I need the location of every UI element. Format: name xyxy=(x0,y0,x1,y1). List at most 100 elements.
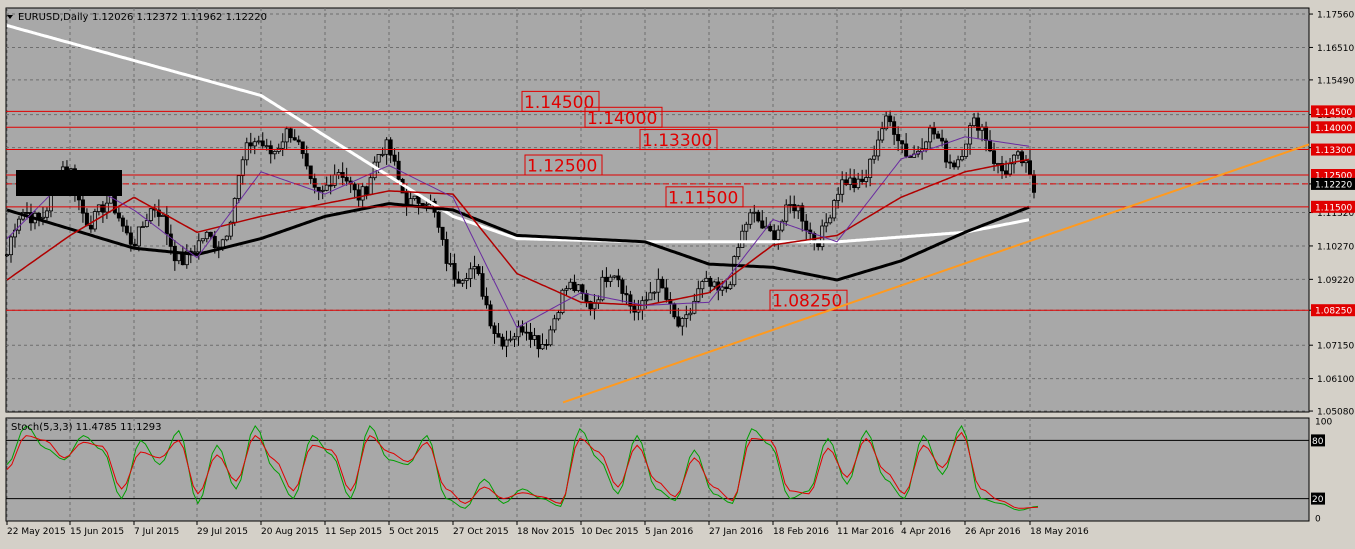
candle-body xyxy=(260,140,265,147)
symbol-label: EURUSD,Daily xyxy=(18,12,89,23)
price-axis-tag-label: 1.14000 xyxy=(1315,124,1352,134)
candle-body xyxy=(16,218,21,231)
candle-body xyxy=(156,209,161,217)
candle-body xyxy=(928,127,933,143)
price-tick-label: 1.07150 xyxy=(1317,342,1354,352)
stochastic-panel[interactable] xyxy=(5,417,1310,522)
candle-body xyxy=(888,115,893,123)
candle-body xyxy=(480,273,485,297)
candle-body xyxy=(84,212,89,226)
time-tick-label: 11 Sep 2015 xyxy=(325,527,382,537)
candle-body xyxy=(860,178,865,182)
candle-body xyxy=(884,115,889,130)
price-tick-label: 1.11320 xyxy=(1317,209,1354,219)
candle-body xyxy=(132,243,137,247)
object-box xyxy=(16,170,122,196)
candle-body xyxy=(508,338,513,341)
candle-body xyxy=(504,339,509,347)
candle-body xyxy=(344,177,349,182)
candle-body xyxy=(68,168,73,171)
candle-body xyxy=(524,331,529,334)
candle-body xyxy=(452,263,457,280)
candle-body xyxy=(420,202,425,206)
candle-body xyxy=(104,202,109,213)
candle-body xyxy=(868,158,873,178)
price-tick-label: 1.15490 xyxy=(1317,76,1354,86)
candle-body xyxy=(792,204,797,212)
stoch-tick-label: 80 xyxy=(1312,437,1324,447)
candle-body xyxy=(948,161,953,164)
price-tick-label: 1.16510 xyxy=(1317,44,1354,54)
time-tick-label: 7 Jul 2015 xyxy=(134,527,179,537)
support-trendline[interactable] xyxy=(562,143,1310,404)
level-label: 1.14500 xyxy=(524,93,594,113)
stoch-level-tag xyxy=(1311,434,1325,447)
candle-body xyxy=(224,235,229,241)
candle-body xyxy=(336,172,341,176)
candle-body xyxy=(64,166,69,171)
ohlc-readout: 1.12026 1.12372 1.11962 1.12220 xyxy=(92,12,267,23)
candle-body xyxy=(312,178,317,188)
candle-body xyxy=(1004,170,1009,175)
candle-body xyxy=(204,231,209,240)
candle-body xyxy=(960,156,965,161)
candle-body xyxy=(840,179,845,195)
candle-body xyxy=(392,154,397,162)
candle-body xyxy=(844,179,849,185)
candle-body xyxy=(864,177,869,182)
candle-body xyxy=(700,281,705,290)
level-label-box xyxy=(521,90,600,112)
candle-body xyxy=(892,121,897,135)
time-tick-label: 18 Nov 2015 xyxy=(517,527,575,537)
candle-body xyxy=(252,141,257,147)
time-tick-label: 5 Jan 2016 xyxy=(645,527,693,537)
candle-body xyxy=(124,225,129,234)
candle-body xyxy=(664,287,669,300)
candle-body xyxy=(744,223,749,232)
candle-body xyxy=(36,212,41,219)
stoch-tick-label: 0 xyxy=(1315,515,1321,525)
time-tick-label: 5 Oct 2015 xyxy=(389,527,439,537)
time-tick-label: 4 Apr 2016 xyxy=(901,527,951,537)
chart-menu-triangle-icon[interactable] xyxy=(7,15,13,19)
candle-body xyxy=(1028,160,1033,176)
moving-average-white xyxy=(6,24,1030,244)
candle-body xyxy=(456,278,461,284)
candle-body xyxy=(8,236,13,256)
candle-body xyxy=(776,229,781,240)
candle-body xyxy=(320,189,325,192)
candle-body xyxy=(924,141,929,150)
candle-body xyxy=(208,231,213,237)
candle-body xyxy=(544,344,549,346)
price-axis-tag-label: 1.14500 xyxy=(1315,108,1352,118)
candle-body xyxy=(568,281,573,290)
price-axis-tag xyxy=(1311,105,1355,118)
candle-body xyxy=(140,226,145,228)
candle-body xyxy=(604,276,609,282)
time-axis: 22 May 2015 15 Jun 2015 7 Jul 2015 29 Jul 2… xyxy=(6,521,1089,537)
stoch-label: Stoch(5,3,3) 11.4785 11.1293 xyxy=(11,422,162,433)
candle-body xyxy=(1012,154,1017,165)
candle-body xyxy=(952,162,957,168)
candle-body xyxy=(676,316,681,327)
candle-body xyxy=(220,239,225,248)
price-tick-label: 1.10270 xyxy=(1317,242,1354,252)
candle-body xyxy=(280,141,285,149)
time-tick-label: 27 Jan 2016 xyxy=(709,527,763,537)
candle-body xyxy=(444,239,449,264)
candle-body xyxy=(484,295,489,306)
candle-body xyxy=(896,134,901,142)
candle-body xyxy=(936,133,941,139)
candle-body xyxy=(160,214,165,217)
price-axis-tag xyxy=(1311,121,1355,134)
candle-body xyxy=(5,254,10,257)
candle-body xyxy=(796,205,801,212)
candle-body xyxy=(740,230,745,248)
candle-body xyxy=(328,184,333,187)
level-label: 1.12500 xyxy=(527,157,597,177)
candle-body xyxy=(548,329,553,346)
candle-body xyxy=(472,266,477,270)
